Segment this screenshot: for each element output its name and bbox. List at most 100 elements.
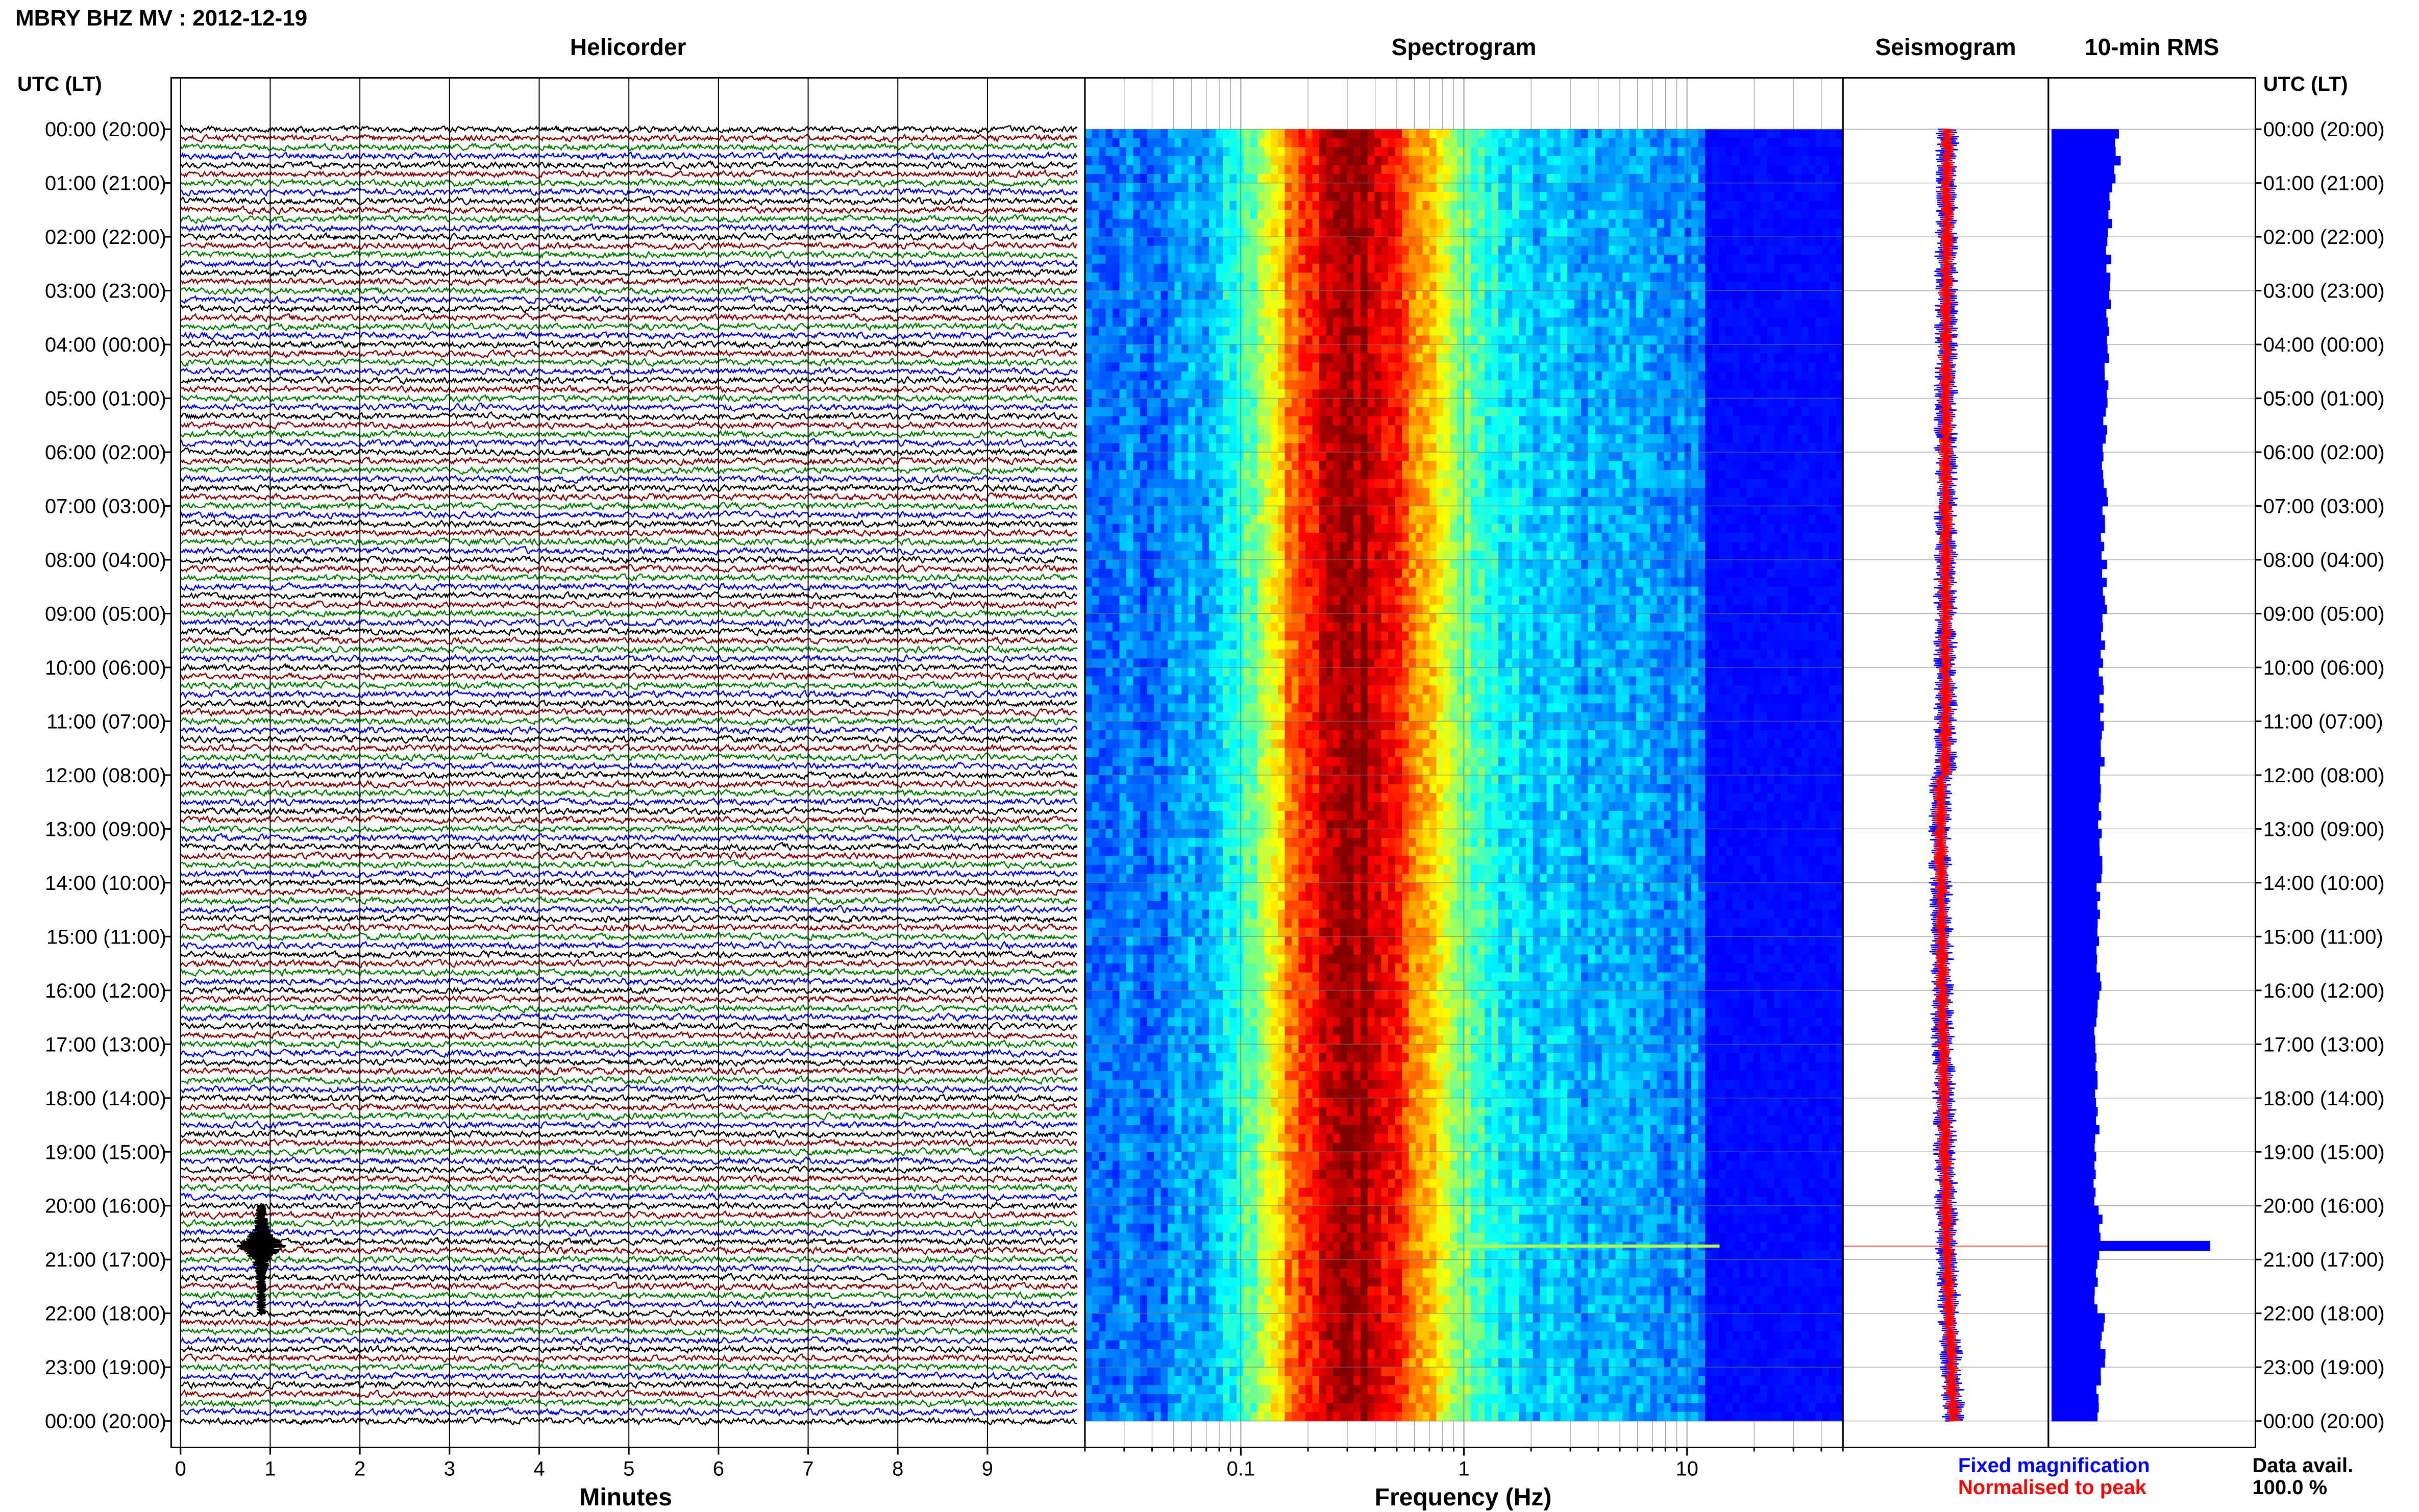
- rms-bar: [2051, 1403, 2099, 1412]
- rms-bar: [2051, 1098, 2096, 1108]
- rms-bar: [2051, 631, 2102, 641]
- rms-bar: [2051, 730, 2102, 740]
- rms-bar: [2051, 919, 2098, 928]
- rms-bar: [2051, 1143, 2095, 1153]
- rms-bar: [2051, 1358, 2105, 1368]
- rms-bar: [2051, 470, 2104, 480]
- time-label-right: 17:00 (13:00): [2263, 1033, 2385, 1056]
- rms-bar: [2051, 434, 2106, 444]
- rms-bar: [2051, 1322, 2104, 1332]
- minute-tick-label: 9: [982, 1458, 993, 1480]
- time-label-left: 10:00 (06:00): [45, 657, 166, 679]
- minute-tick-label: 1: [264, 1458, 276, 1480]
- rms-bar: [2051, 255, 2111, 264]
- rms-bar: [2051, 1008, 2097, 1018]
- rms-bar: [2051, 1268, 2096, 1278]
- rms-bar: [2051, 1376, 2101, 1386]
- rms-bar: [2051, 837, 2100, 848]
- rms-bar: [2051, 1340, 2101, 1350]
- rms-bar: [2051, 290, 2110, 300]
- time-label-right: 02:00 (22:00): [2263, 226, 2385, 249]
- time-label-right: 19:00 (15:00): [2263, 1141, 2385, 1163]
- rms-spike-bar: [2051, 1241, 2210, 1251]
- time-label-left: 11:00 (07:00): [46, 710, 166, 733]
- rms-bar: [2051, 568, 2103, 578]
- time-label-right: 08:00 (04:00): [2263, 549, 2385, 572]
- rms-bar: [2051, 1385, 2096, 1395]
- time-label-right: 16:00 (12:00): [2263, 980, 2385, 1002]
- rms-bar: [2051, 1197, 2094, 1206]
- rms-bar: [2051, 802, 2099, 812]
- rms-bar: [2051, 775, 2100, 785]
- utc-header-right: UTC (LT): [2263, 73, 2348, 95]
- event-waveform: [236, 1205, 286, 1315]
- time-label-right: 04:00 (00:00): [2263, 334, 2385, 356]
- rms-bar: [2051, 613, 2103, 623]
- minute-tick-label: 2: [354, 1458, 365, 1480]
- rms-bar: [2051, 407, 2106, 417]
- rms-bar: [2051, 192, 2110, 202]
- rms-bar: [2051, 1035, 2095, 1045]
- spectrogram-event-line: [1442, 1244, 1720, 1248]
- time-label-left: 04:00 (00:00): [45, 334, 166, 356]
- rms-bar: [2051, 586, 2103, 597]
- rms-bar: [2051, 1250, 2100, 1260]
- rms-bar: [2051, 981, 2102, 991]
- rms-bar: [2051, 954, 2097, 964]
- data-avail-label: Data avail.: [2252, 1454, 2353, 1477]
- time-label-left: 13:00 (09:00): [45, 818, 166, 840]
- rms-bar: [2051, 1116, 2096, 1126]
- rms-bar: [2051, 425, 2107, 435]
- rms-bar: [2051, 1295, 2095, 1305]
- rms-bar: [2051, 362, 2105, 372]
- time-label-left: 00:00 (20:00): [45, 1410, 166, 1433]
- minute-tick-label: 8: [892, 1458, 903, 1480]
- minute-tick-label: 5: [623, 1458, 634, 1480]
- rms-bar: [2051, 990, 2100, 1000]
- rms-bar: [2051, 936, 2099, 946]
- rms-bar: [2051, 380, 2109, 390]
- rms-bar: [2051, 739, 2101, 749]
- frequency-axis-label: Frequency (Hz): [1375, 1484, 1552, 1511]
- rms-bar: [2051, 551, 2102, 560]
- time-label-left: 12:00 (08:00): [45, 764, 166, 787]
- rms-bar: [2051, 901, 2097, 910]
- rms-bar: [2051, 1412, 2098, 1422]
- legend-normalised-to-peak: Normalised to peak: [1958, 1476, 2147, 1499]
- rms-bar: [2051, 856, 2103, 865]
- rms-bar: [2051, 1134, 2095, 1144]
- rms-bar: [2051, 891, 2101, 901]
- seismogram-title: Seismogram: [1875, 34, 2016, 60]
- rms-bar: [2051, 488, 2107, 498]
- time-label-left: 05:00 (01:00): [45, 388, 166, 410]
- time-label-left: 21:00 (17:00): [45, 1249, 166, 1271]
- time-label-right: 23:00 (19:00): [2263, 1356, 2385, 1379]
- time-label-left: 22:00 (18:00): [45, 1303, 166, 1325]
- time-label-right: 09:00 (05:00): [2263, 603, 2385, 625]
- time-label-right: 07:00 (03:00): [2263, 495, 2385, 518]
- legend-fixed-magnification: Fixed magnification: [1958, 1454, 2150, 1477]
- rms-bar: [2051, 452, 2104, 462]
- rms-bar: [2051, 1152, 2096, 1161]
- rms-bar: [2051, 864, 2103, 875]
- rms-bar: [2051, 703, 2104, 713]
- time-label-right: 12:00 (08:00): [2263, 764, 2385, 787]
- time-label-left: 08:00 (04:00): [45, 549, 166, 572]
- rms-bar: [2051, 506, 2103, 515]
- seismogram-traces: [1928, 128, 1965, 1422]
- rms-bar: [2051, 927, 2097, 937]
- time-label-left: 23:00 (19:00): [45, 1356, 166, 1379]
- rms-bar: [2051, 183, 2112, 193]
- rms-bar: [2051, 945, 2097, 955]
- rms-bar: [2051, 1205, 2099, 1216]
- spectrogram-title: Spectrogram: [1392, 34, 1537, 60]
- rms-bar: [2051, 335, 2107, 345]
- rms-bar: [2051, 748, 2101, 758]
- time-label-right: 00:00 (20:00): [2263, 118, 2385, 141]
- time-label-left: 18:00 (14:00): [45, 1087, 166, 1110]
- rms-bar: [2051, 847, 2100, 856]
- time-label-right: 21:00 (17:00): [2263, 1249, 2385, 1271]
- rms-bar: [2051, 1089, 2095, 1099]
- rms-bar: [2051, 201, 2111, 211]
